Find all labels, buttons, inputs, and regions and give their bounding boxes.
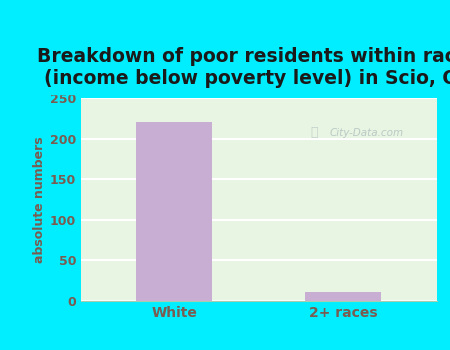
Bar — [305, 292, 382, 301]
Bar — [136, 121, 212, 301]
Title: Breakdown of poor residents within races
(income below poverty level) in Scio, O: Breakdown of poor residents within races… — [37, 47, 450, 88]
Text: City-Data.com: City-Data.com — [330, 127, 404, 138]
Y-axis label: absolute numbers: absolute numbers — [33, 136, 46, 263]
Text: ⦿: ⦿ — [310, 126, 318, 139]
